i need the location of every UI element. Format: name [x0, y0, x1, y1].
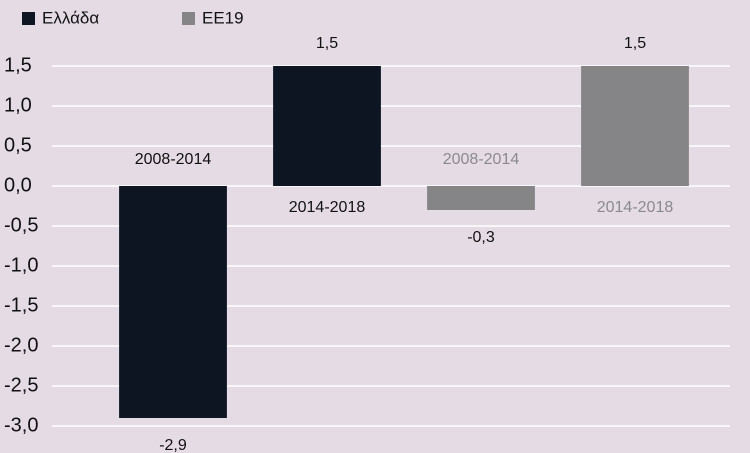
value-label: -0,3 [467, 229, 495, 246]
x-tick-label: 2008-2014 [443, 151, 520, 168]
y-tick-label: -3,0 [4, 414, 38, 436]
y-tick-label: 0,5 [4, 134, 32, 156]
bar [119, 186, 227, 418]
legend-label: Ελλάδα [42, 8, 99, 27]
y-tick-label: -2,0 [4, 334, 38, 356]
y-tick-label: 1,5 [4, 54, 32, 76]
y-tick-label: -2,5 [4, 374, 38, 396]
y-tick-label: 1,0 [4, 94, 32, 116]
legend-label: ΕΕ19 [202, 8, 244, 27]
value-label: 1,5 [316, 35, 338, 52]
bar [427, 186, 535, 210]
x-tick-label: 2008-2014 [135, 151, 212, 168]
bar [273, 66, 381, 186]
x-tick-label: 2014-2018 [597, 199, 674, 216]
x-tick-label: 2014-2018 [289, 199, 366, 216]
legend-swatch [22, 12, 35, 25]
y-tick-label: 0,0 [4, 174, 32, 196]
y-tick-label: -1,5 [4, 294, 38, 316]
value-label: -2,9 [159, 437, 187, 453]
y-tick-label: -0,5 [4, 214, 38, 236]
value-label: 1,5 [624, 35, 646, 52]
bar [581, 66, 689, 186]
legend-swatch [182, 12, 195, 25]
y-tick-label: -1,0 [4, 254, 38, 276]
